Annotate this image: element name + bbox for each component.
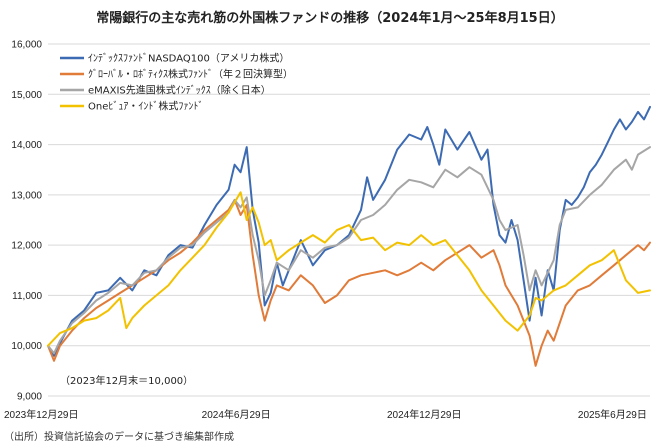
x-tick-label: 2025年6月29日 [578, 408, 647, 421]
y-tick-label: 9,000 [17, 392, 42, 403]
source-note: （出所）投資信託協会のデータに基づき編集部作成 [4, 430, 234, 443]
y-tick-label: 10,000 [11, 341, 42, 352]
y-tick-label: 11,000 [12, 291, 42, 302]
chart-title: 常陽銀行の主な売れ筋の外国株ファンドの推移（2024年1月〜25年8月15日） [96, 10, 563, 26]
legend-label: ｲﾝﾃﾞｯｸｽﾌｧﾝﾄﾞNASDAQ100（アメリカ株式） [88, 52, 289, 65]
y-tick-label: 15,000 [11, 90, 42, 101]
legend-label: ｸﾞﾛｰﾊﾞﾙ・ﾛﾎﾞﾃｨｸｽ株式ﾌｧﾝﾄﾞ（年２回決算型） [88, 68, 293, 81]
x-tick-label: 2024年6月29日 [202, 408, 271, 421]
y-tick-label: 16,000 [11, 40, 42, 51]
y-tick-label: 13,000 [11, 190, 42, 201]
chart: 常陽銀行の主な売れ筋の外国株ファンドの推移（2024年1月〜25年8月15日） … [0, 0, 660, 447]
legend-label: Oneﾋﾞｭｱ・ｲﾝﾄﾞ株式ﾌｧﾝﾄﾞ [88, 100, 203, 113]
y-tick-label: 14,000 [11, 140, 42, 151]
base-note: （2023年12月末＝10,000） [60, 374, 193, 387]
legend-label: eMAXIS先進国株式ｲﾝﾃﾞｯｸｽ（除く日本） [88, 84, 271, 97]
y-tick-label: 12,000 [11, 241, 42, 252]
x-tick-label: 2023年12月29日 [4, 408, 79, 421]
x-tick-label: 2024年12月29日 [387, 408, 462, 421]
